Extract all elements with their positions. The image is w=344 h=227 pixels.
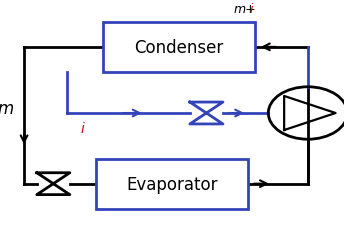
Text: i: i — [81, 121, 85, 135]
Text: Condenser: Condenser — [134, 39, 224, 57]
Text: i: i — [249, 2, 253, 16]
Text: m+: m+ — [234, 2, 257, 16]
Text: m: m — [0, 100, 13, 118]
Text: Evaporator: Evaporator — [126, 175, 218, 193]
FancyBboxPatch shape — [96, 159, 248, 209]
FancyBboxPatch shape — [103, 23, 255, 73]
